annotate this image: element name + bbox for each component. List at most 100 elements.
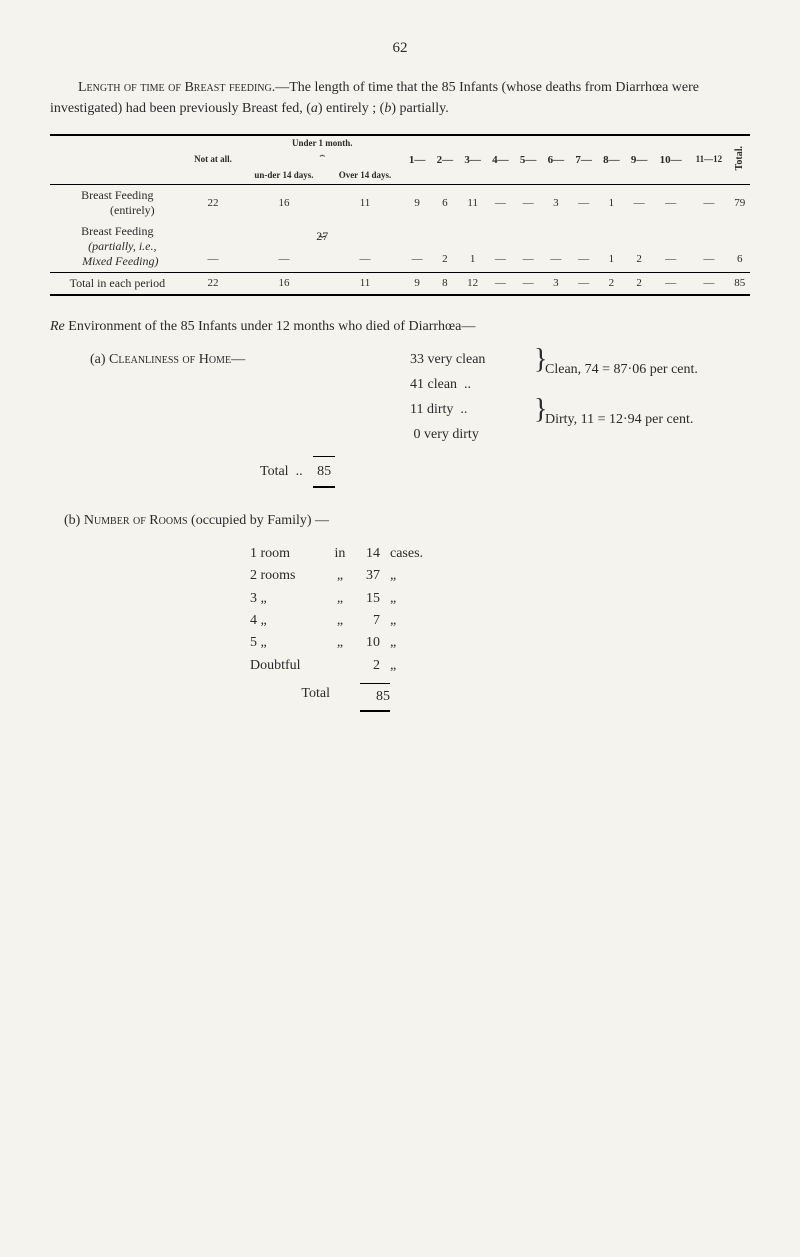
rooms-section: (b) Number of Rooms (occupied by Family)… (50, 513, 750, 713)
cell: 11 (459, 184, 487, 221)
cleanliness-letter: (a) (90, 352, 106, 367)
cell: — (688, 272, 729, 295)
cell: — (653, 184, 688, 221)
cell: 12 (459, 272, 487, 295)
dirty-result: Dirty, 11 = 12·94 per cent. (545, 397, 750, 432)
row-label-entirely: Breast Feeding (entirely) (50, 184, 185, 221)
room-in: „ (330, 565, 350, 587)
cell: 2 (598, 272, 626, 295)
rooms-list: 1 room in 14 cases. 2 rooms „ 37 „ 3 „ „… (250, 543, 750, 713)
col-under-14: un-der 14 days. (241, 168, 326, 184)
cell: — (570, 184, 598, 221)
cell: 2 (625, 272, 653, 295)
total-header-text: Total. (734, 146, 745, 170)
room-unit: „ (380, 655, 450, 677)
cell: — (570, 272, 598, 295)
cell: — (542, 246, 570, 272)
cell: 9 (403, 272, 431, 295)
col-not-at-all: Not at all. (185, 135, 242, 184)
room-cases: 2 (350, 655, 380, 677)
room-cases: 14 (350, 543, 380, 565)
list-item: 2 rooms „ 37 „ (250, 565, 750, 587)
row-label-text: Breast Feeding (81, 224, 153, 238)
col-5: 5— (514, 135, 542, 184)
cell: 11 (327, 184, 404, 221)
cell: — (403, 246, 431, 272)
room-in (330, 655, 350, 677)
list-item: 5 „ „ 10 „ (250, 632, 750, 654)
italic-a: a (311, 101, 318, 116)
col-1: 1— (403, 135, 431, 184)
cell: 16 (241, 184, 326, 221)
cell: — (487, 246, 515, 272)
intro-paragraph: Length of time of Breast feeding.—The le… (50, 77, 750, 119)
cell: — (487, 272, 515, 295)
cell: 3 (542, 184, 570, 221)
list-item: 4 „ „ 7 „ (250, 610, 750, 632)
row-label-partially: Breast Feeding (partially, i.e., Mixed F… (50, 221, 185, 273)
table-row: Breast Feeding (entirely) 22 16 11 9 6 1… (50, 184, 750, 221)
cell: 2 (625, 246, 653, 272)
rooms-total-value: 85 (360, 683, 390, 712)
col-over-14: Over 14 days. (327, 168, 404, 184)
room-in: „ (330, 588, 350, 610)
clean-result: Clean, 74 = 87·06 per cent. (545, 347, 750, 382)
cell: — (327, 246, 404, 272)
list-item: Doubtful 2 „ (250, 655, 750, 677)
rooms-letter: (b) (64, 513, 80, 528)
total-value: 85 (313, 456, 335, 488)
cell-blank (185, 221, 242, 246)
row-label-total: Total in each period (50, 272, 185, 295)
cell: — (570, 246, 598, 272)
cell: 11 (327, 272, 404, 295)
room-cases: 15 (350, 588, 380, 610)
col-2: 2— (431, 135, 459, 184)
combined-27: ⏟27 (241, 221, 403, 246)
cell: — (653, 272, 688, 295)
table-row-total: Total in each period 22 16 11 9 8 12 — —… (50, 272, 750, 295)
cell: — (688, 184, 729, 221)
row-sublabel-text: (partially, i.e., Mixed Feeding) (76, 239, 158, 268)
feeding-table: Not at all. Under 1 month. 1— 2— 3— 4— 5… (50, 134, 750, 296)
cell-blank (403, 221, 750, 246)
list-item: 1 room in 14 cases. (250, 543, 750, 565)
cell: 1 (598, 246, 626, 272)
re-prefix: Re (50, 319, 65, 334)
rooms-heading: Number of Rooms (84, 513, 188, 528)
cell: 3 (542, 272, 570, 295)
rooms-total-row: Total 85 (250, 683, 750, 712)
cell: 22 (185, 184, 242, 221)
cell: — (514, 272, 542, 295)
col-3: 3— (459, 135, 487, 184)
cell: 79 (730, 184, 750, 221)
col-6: 6— (542, 135, 570, 184)
row-label-text: Breast Feeding (81, 188, 153, 202)
rooms-total-label: Total (250, 683, 340, 712)
cell: 16 (241, 272, 326, 295)
rooms-heading-line: (b) Number of Rooms (occupied by Family)… (50, 513, 750, 529)
rooms-suffix: (occupied by Family) — (188, 513, 330, 528)
col-9: 9— (625, 135, 653, 184)
room-cases: 7 (350, 610, 380, 632)
cell: 85 (730, 272, 750, 295)
room-in: „ (330, 610, 350, 632)
cell: — (625, 184, 653, 221)
room-unit: „ (380, 632, 450, 654)
room-unit: „ (380, 565, 450, 587)
cleanliness-heading: Cleanliness of Home (109, 352, 231, 367)
clean-value: 41 clean (410, 377, 457, 392)
cleanliness-section: (a) Cleanliness of Home— 33 very clean 4… (90, 347, 750, 488)
room-count: 1 room (250, 543, 330, 565)
col-4: 4— (487, 135, 515, 184)
table-row-27: Breast Feeding (partially, i.e., Mixed F… (50, 221, 750, 246)
col-11-12: 11—12 (688, 135, 729, 184)
room-count: Doubtful (250, 655, 330, 677)
page-number: 62 (50, 40, 750, 57)
room-cases: 37 (350, 565, 380, 587)
cell: 1 (459, 246, 487, 272)
col-10: 10— (653, 135, 688, 184)
cell: — (514, 184, 542, 221)
col-blank (50, 135, 185, 184)
room-unit: cases. (380, 543, 450, 565)
re-text: Environment of the 85 Infants under 12 m… (65, 319, 476, 334)
